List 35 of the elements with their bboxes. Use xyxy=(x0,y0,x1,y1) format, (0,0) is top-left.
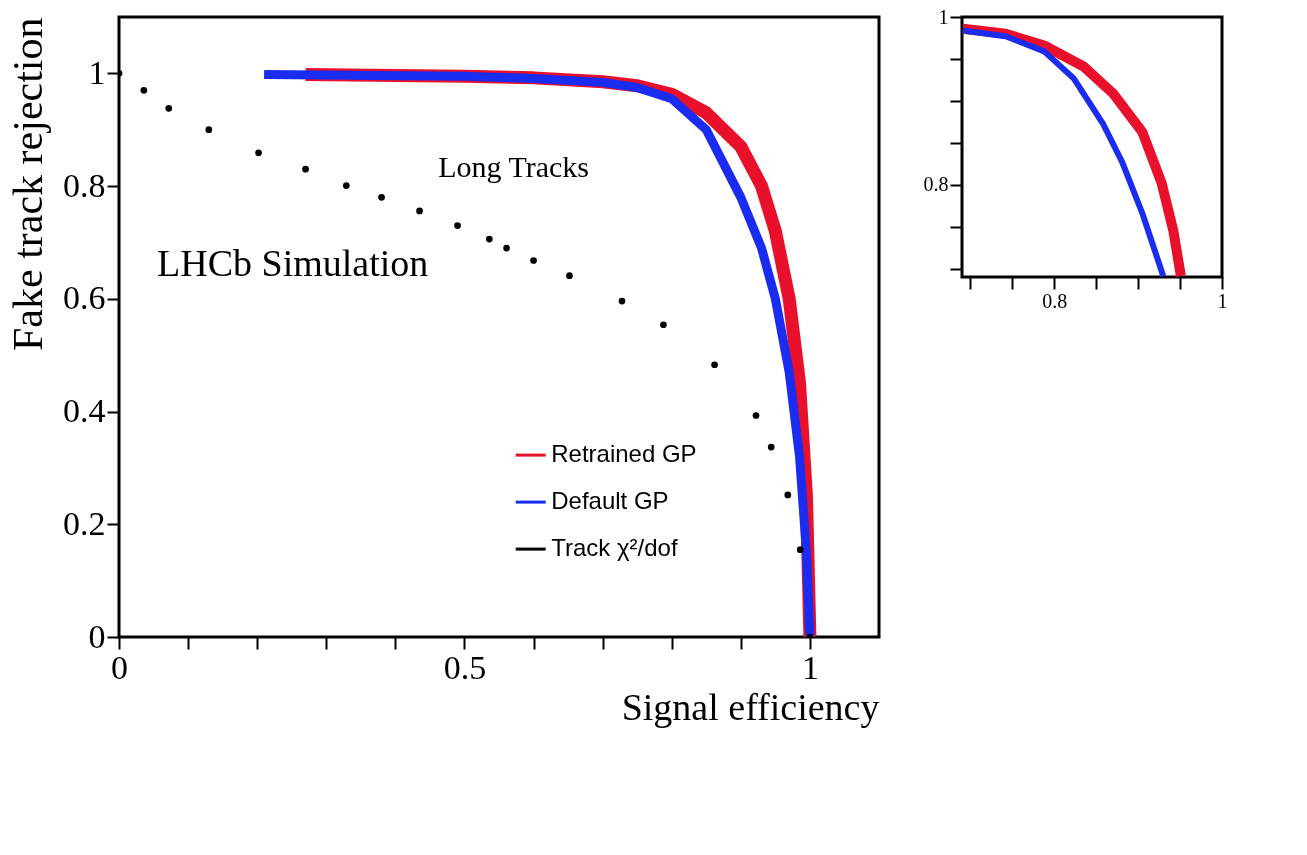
point xyxy=(416,207,423,215)
point xyxy=(784,491,792,499)
point xyxy=(566,272,573,280)
point xyxy=(503,244,510,252)
y-tick-label: 1 xyxy=(88,53,106,91)
point xyxy=(660,321,667,329)
point xyxy=(205,126,213,134)
point xyxy=(796,546,804,553)
point xyxy=(752,412,760,419)
y-tick-label: 0.6 xyxy=(63,279,106,317)
y-tick-label: 0.8 xyxy=(63,166,106,204)
annotation: LHCb Simulation xyxy=(157,242,429,285)
point xyxy=(255,149,262,157)
point xyxy=(618,297,626,305)
legend-label: Track χ²/dof xyxy=(551,534,678,562)
legend-label: Default GP xyxy=(551,487,669,515)
point xyxy=(342,182,350,189)
y-axis-title: Fake track rejection xyxy=(5,17,51,351)
y-tick-label: 0.2 xyxy=(63,504,106,542)
x-tick-label: 1 xyxy=(801,648,819,686)
point xyxy=(454,222,461,229)
y-tick-label: 0.4 xyxy=(63,392,106,430)
point xyxy=(485,235,493,243)
annotation: Long Tracks xyxy=(438,150,590,184)
legend-label: Retrained GP xyxy=(551,440,697,468)
point xyxy=(302,165,309,173)
point xyxy=(378,194,385,201)
point xyxy=(165,104,173,112)
y-tick-label: 0 xyxy=(88,617,106,655)
point xyxy=(767,443,775,451)
x-tick-label: 0.5 xyxy=(443,648,487,686)
point xyxy=(530,257,537,264)
x-axis-title: Signal efficiency xyxy=(621,685,880,728)
point xyxy=(140,86,148,94)
point xyxy=(711,361,718,369)
